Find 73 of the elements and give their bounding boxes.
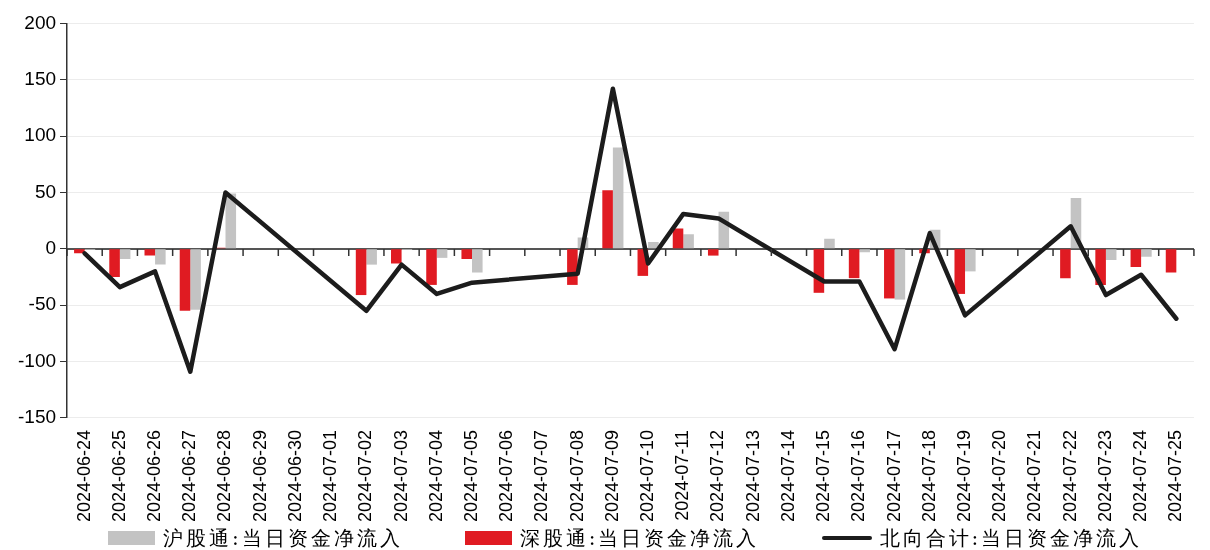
y-tick-label: -50	[28, 293, 57, 315]
y-tick-label: -100	[18, 349, 57, 371]
y-tick-label: 0	[45, 237, 57, 259]
y-tick-label: 50	[34, 180, 57, 202]
bar	[391, 249, 402, 264]
bar	[683, 234, 694, 249]
bar	[1130, 249, 1142, 267]
x-tick-label: 2024-07-19	[954, 429, 975, 522]
x-tick-label: 2024-07-02	[355, 429, 376, 522]
x-tick-label: 2024-06-29	[249, 429, 270, 522]
bar	[1105, 249, 1117, 261]
x-tick-label: 2024-07-04	[425, 429, 446, 522]
x-tick-label: 2024-06-30	[284, 429, 305, 522]
bar	[602, 190, 613, 249]
y-tick-label: 150	[24, 68, 57, 89]
bar	[155, 249, 166, 265]
x-tick-label: 2024-07-11	[672, 429, 693, 521]
x-tick-label: 2024-07-07	[531, 429, 552, 522]
x-tick-label: 2024-07-01	[320, 429, 341, 522]
y-tick-label: 100	[24, 124, 57, 146]
x-tick-label: 2024-07-03	[390, 429, 411, 522]
bar	[884, 249, 895, 299]
bar	[179, 249, 191, 311]
y-tick-label: 200	[24, 11, 57, 33]
bar	[707, 249, 719, 256]
x-tick-label: 2024-07-10	[637, 429, 658, 522]
x-tick-label: 2024-07-13	[742, 429, 763, 522]
bar	[1060, 249, 1071, 279]
bar	[954, 249, 966, 294]
bar	[119, 249, 131, 259]
x-tick-label: 2024-07-12	[707, 429, 728, 522]
x-tick-label: 2024-07-14	[777, 429, 798, 522]
bar	[1141, 249, 1152, 257]
x-tick-label: 2024-07-08	[566, 429, 587, 522]
bar	[472, 249, 483, 273]
bar	[894, 249, 906, 300]
bar	[965, 249, 976, 272]
bar	[190, 249, 201, 310]
x-tick-label: 2024-07-23	[1094, 429, 1115, 522]
bar	[366, 249, 377, 265]
x-tick-label: 2024-07-21	[1024, 429, 1045, 522]
bar	[1165, 249, 1177, 273]
x-tick-label: 2024-07-06	[496, 429, 517, 522]
x-tick-label: 2024-07-24	[1130, 429, 1151, 522]
x-tick-label: 2024-06-26	[144, 429, 165, 522]
x-tick-label: 2024-07-18	[918, 429, 939, 522]
x-tick-label: 2024-06-27	[179, 429, 200, 522]
x-tick-label: 2024-06-28	[214, 429, 235, 522]
x-tick-label: 2024-06-24	[73, 429, 94, 522]
bar	[144, 249, 156, 256]
bar	[426, 249, 437, 285]
x-tick-label: 2024-07-20	[989, 429, 1010, 522]
bar	[355, 249, 367, 296]
x-tick-label: 2024-07-15	[813, 429, 834, 522]
y-tick-label: -150	[18, 406, 57, 428]
bar	[848, 249, 860, 279]
x-tick-label: 2024-07-17	[883, 429, 904, 522]
legend-label: 沪股通:当日资金净流入	[163, 526, 403, 550]
bar	[461, 249, 473, 259]
x-tick-label: 2024-06-25	[108, 429, 129, 522]
bar	[859, 249, 870, 253]
bar	[648, 242, 659, 249]
bar	[824, 238, 835, 249]
bar	[436, 249, 448, 258]
x-tick-label: 2024-07-09	[601, 429, 622, 522]
legend-label: 北向合计:当日资金净流入	[879, 526, 1143, 550]
x-tick-label: 2024-07-16	[848, 429, 869, 522]
x-tick-label: 2024-07-22	[1059, 429, 1080, 522]
legend-label: 深股通:当日资金净流入	[519, 526, 760, 550]
x-tick-label: 2024-07-05	[460, 429, 481, 522]
bar	[109, 249, 120, 278]
x-tick-label: 2024-07-25	[1165, 429, 1186, 522]
bar	[612, 147, 624, 249]
